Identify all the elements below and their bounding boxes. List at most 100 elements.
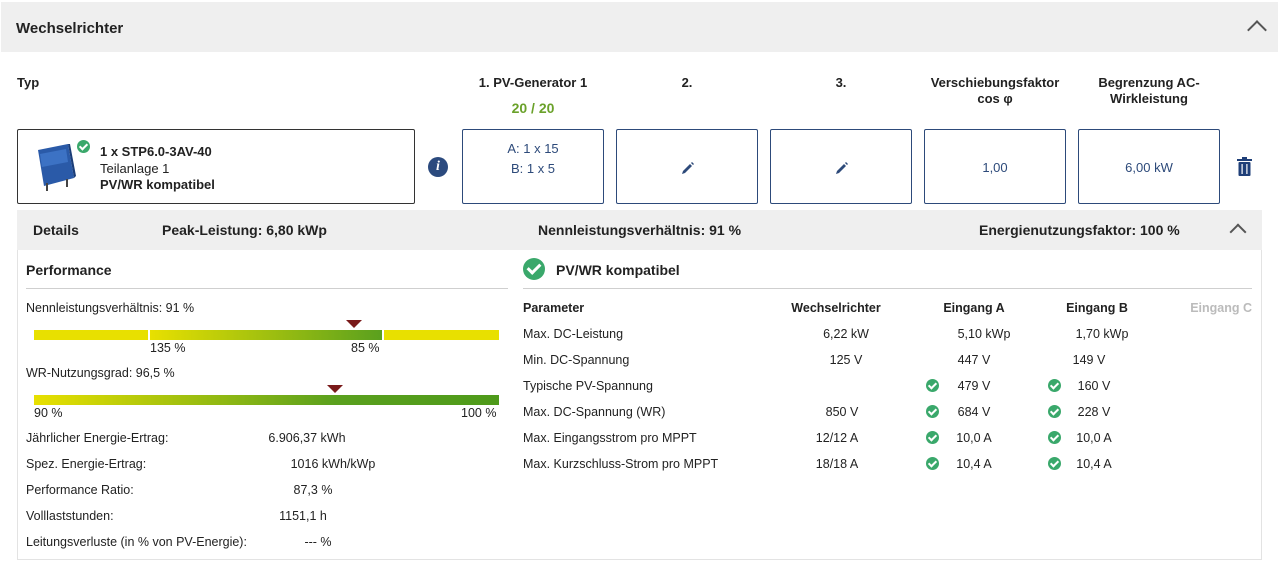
col-pv-generator-2: 2. <box>681 75 693 90</box>
ac-limit-box[interactable]: 6,00 kW <box>1078 129 1220 204</box>
compat-wr-value: 850 V <box>825 405 859 419</box>
pv-module-count: 20 / 20 <box>511 100 555 116</box>
perf-row-value: --- % <box>304 535 332 549</box>
compat-b-value: 228 V <box>1077 405 1111 419</box>
nlv-tick-right: 85 % <box>351 341 380 355</box>
compat-a-value: 10,4 A <box>956 457 992 471</box>
col-cos-phi: Verschiebungsfaktor cos φ <box>918 75 1072 107</box>
check-icon <box>1048 405 1061 418</box>
wr-bar-gradient <box>34 395 499 405</box>
check-icon <box>926 457 939 470</box>
check-icon <box>926 405 939 418</box>
energy-usage-factor: Energienutzungsfaktor: 100 % <box>979 222 1180 238</box>
compat-b-value: 10,0 A <box>1076 431 1112 445</box>
wr-label: WR-Nutzungsgrad: 96,5 % <box>26 366 175 380</box>
col-wechselrichter: Wechselrichter <box>791 301 881 315</box>
pv-generator-3-box[interactable] <box>770 129 912 204</box>
compat-wr-value: 18/18 A <box>815 457 859 471</box>
nominal-power-ratio: Nennleistungsverhältnis: 91 % <box>538 222 742 238</box>
compat-param: Max. Eingangsstrom pro MPPT <box>523 431 697 445</box>
compat-wr-value: 125 V <box>829 353 863 367</box>
compat-a-value: 447 V <box>957 353 991 367</box>
compat-a-value: 479 V <box>957 379 991 393</box>
col-eingang-b: Eingang B <box>1066 301 1128 315</box>
col-ac-limit-line2: Wirkleistung <box>1110 91 1188 106</box>
compat-wr-value: 12/12 A <box>815 431 859 445</box>
perf-row-label: Spez. Energie-Ertrag: <box>26 457 147 471</box>
compat-a-value: 684 V <box>957 405 991 419</box>
cos-phi-value: 1,00 <box>982 160 1008 175</box>
edit-pencil-icon[interactable] <box>835 161 849 175</box>
performance-divider <box>26 288 508 289</box>
check-icon <box>1048 431 1061 444</box>
pv-generator-2-box[interactable] <box>616 129 758 204</box>
details-collapse-chevron-icon[interactable] <box>1229 223 1247 241</box>
trash-icon[interactable] <box>1237 157 1252 176</box>
nlv-bar-yellow-right <box>384 330 499 340</box>
nlv-tick-left: 135 % <box>150 341 186 355</box>
perf-row-value: 1016 kWh/kWp <box>290 457 376 471</box>
pv1-input-a: A: 1 x 15 <box>507 141 559 156</box>
compat-param: Min. DC-Spannung <box>523 353 630 367</box>
compat-param: Typische PV-Spannung <box>523 379 653 393</box>
nlv-bar-yellow-left <box>34 330 148 340</box>
pv-generator-1-box[interactable]: A: 1 x 15 B: 1 x 5 <box>462 129 604 204</box>
compat-b-value: 160 V <box>1077 379 1111 393</box>
col-pv-generator-3: 3. <box>835 75 847 90</box>
cos-phi-box[interactable]: 1,00 <box>924 129 1066 204</box>
inverter-ok-icon <box>77 140 90 153</box>
compat-title: PV/WR kompatibel <box>556 262 680 278</box>
perf-row-label: Jährlicher Energie-Ertrag: <box>26 431 169 445</box>
edit-pencil-icon[interactable] <box>681 161 695 175</box>
inverter-compat: PV/WR kompatibel <box>100 177 215 192</box>
perf-row-label: Performance Ratio: <box>26 483 134 497</box>
nlv-bar-gradient <box>150 330 382 340</box>
compat-param: Max. DC-Spannung (WR) <box>523 405 666 419</box>
check-icon <box>926 379 939 392</box>
check-icon <box>926 431 939 444</box>
perf-row-label: Volllaststunden: <box>26 509 114 523</box>
col-pv-generator-1: 1. PV-Generator 1 <box>478 75 588 90</box>
compat-a-value: 5,10 kWp <box>957 327 1011 341</box>
collapse-chevron-icon[interactable] <box>1247 20 1267 40</box>
compat-b-value: 1,70 kWp <box>1075 327 1129 341</box>
nlv-label: Nennleistungsverhältnis: 91 % <box>26 301 195 315</box>
peak-power: Peak-Leistung: 6,80 kWp <box>162 222 327 238</box>
compat-param: Max. DC-Leistung <box>523 327 624 341</box>
perf-row-value: 87,3 % <box>293 483 333 497</box>
col-eingang-a: Eingang A <box>943 301 1005 315</box>
inverter-name: 1 x STP6.0-3AV-40 <box>100 144 212 159</box>
col-ac-limit-line1: Begrenzung AC- <box>1098 75 1200 90</box>
compat-b-value: 10,4 A <box>1076 457 1112 471</box>
ac-limit-value: 6,00 kW <box>1125 160 1173 175</box>
inverter-panel-header[interactable]: Wechselrichter <box>1 2 1278 52</box>
compat-divider <box>523 288 1252 289</box>
col-cos-phi-line2: cos φ <box>977 91 1013 106</box>
compat-ok-icon <box>523 258 545 280</box>
pv1-input-b: B: 1 x 5 <box>510 161 556 176</box>
wr-tick-right: 100 % <box>461 406 497 420</box>
perf-row-value: 6.906,37 kWh <box>268 431 346 445</box>
perf-row-value: 1151,1 h <box>279 509 327 523</box>
inverter-device-icon <box>38 144 76 191</box>
info-icon[interactable]: i <box>428 157 448 177</box>
col-cos-phi-line1: Verschiebungsfaktor <box>930 75 1060 90</box>
details-bar[interactable]: Details Peak-Leistung: 6,80 kWp Nennleis… <box>17 210 1262 250</box>
inverter-card[interactable]: 1 x STP6.0-3AV-40 Teilanlage 1 PV/WR kom… <box>17 129 415 204</box>
inverter-subsystem: Teilanlage 1 <box>100 161 170 176</box>
performance-title: Performance <box>26 262 112 278</box>
compat-b-value: 149 V <box>1072 353 1106 367</box>
perf-row-label: Leitungsverluste (in % von PV-Energie): <box>26 535 247 549</box>
wr-marker-icon <box>327 385 343 393</box>
col-eingang-c: Eingang C <box>1190 301 1252 315</box>
col-ac-limit: Begrenzung AC- Wirkleistung <box>1078 75 1220 107</box>
compat-wr-value: 6,22 kW <box>823 327 869 341</box>
check-icon <box>1048 457 1061 470</box>
compat-param: Max. Kurzschluss-Strom pro MPPT <box>523 457 719 471</box>
col-typ: Typ <box>17 75 40 90</box>
details-label: Details <box>33 222 79 238</box>
col-parameter: Parameter <box>523 301 585 315</box>
panel-title: Wechselrichter <box>16 20 124 37</box>
wr-tick-left: 90 % <box>34 406 63 420</box>
nlv-marker-icon <box>346 320 362 328</box>
